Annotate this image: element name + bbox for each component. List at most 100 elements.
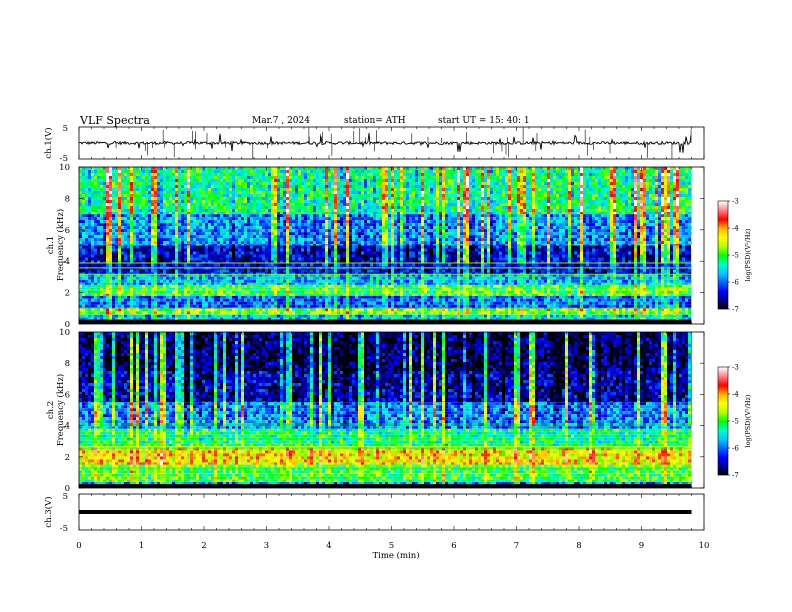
spectrogram-cell [556,308,559,312]
spectrogram-cell [328,276,331,280]
spectrogram-cell [676,298,679,302]
spectrogram-cell [391,245,394,249]
spectrogram-cell [190,245,193,249]
spectrogram-cell [241,311,244,315]
spectrogram-cell [202,311,205,315]
spectrogram-cell [646,317,649,320]
spectrogram-cell [583,295,586,299]
spectrogram-cell [532,248,535,252]
spectrogram-cell [685,311,688,315]
spectrogram-cell [601,273,604,277]
spectrogram-cell [292,314,295,318]
spectrogram-cell [247,282,250,285]
spectrogram-cell [544,284,547,288]
spectrogram-cell [295,295,298,299]
spectrogram-cell [196,248,199,252]
spectrogram-cell [79,311,82,315]
spectrogram-cell [439,301,442,305]
spectrogram-cell [484,301,487,305]
spectrogram-cell [100,284,103,288]
spectrogram-cell [541,295,544,299]
spectrogram-cell [124,314,127,318]
spectrogram-cell [562,304,565,308]
spectrogram-cell [235,273,238,277]
spectrogram-cell [256,317,259,320]
spectrogram-cell [190,307,193,309]
spectrogram-cell [448,314,451,318]
spectrogram-cell [346,248,349,252]
spectrogram-cell [175,279,178,283]
spectrogram-cell [340,248,343,252]
spectrogram-cell [142,311,145,315]
spectrogram-cell [361,251,364,255]
spectrogram-cell [298,282,301,285]
spectrogram-cell [535,311,538,315]
spectrogram-cell [175,307,178,309]
spectrogram-cell [505,295,508,299]
spectrogram-cell [100,279,103,283]
spectrogram-cell [112,295,115,299]
spectrogram-cell [172,287,175,291]
spectrogram-cell [454,279,457,283]
spectrogram-cell [631,282,634,285]
spectrogram-cell [655,307,658,309]
spectrogram-cell [688,284,691,288]
spectrogram-cell [556,311,559,315]
spectrogram-cell [451,273,454,277]
spectrogram-cell [274,245,277,249]
spectrogram-cell [547,317,550,320]
spectrogram-cell [448,317,451,320]
spectrogram-cell [82,290,85,294]
spectrogram-cell [520,287,523,291]
spectrogram-cell [427,317,430,320]
spectrogram-cell [175,311,178,315]
spectrogram-cell [238,293,241,296]
spectrogram-cell [220,279,223,283]
spectrogram-cell [502,298,505,302]
spectrogram-cell [670,317,673,320]
spectrogram-cell [625,304,628,308]
spectrogram-cell [223,301,226,305]
spectrogram-cell [556,276,559,280]
spectrogram-cell [106,314,109,318]
spectrogram-cell [91,245,94,249]
spectrogram-cell [520,245,523,249]
spectrogram-cell [235,301,238,305]
spectrogram-cell [259,314,262,318]
spectrogram-cell [604,282,607,285]
spectrogram-cell [328,304,331,308]
spectrogram-cell [418,314,421,318]
spectrogram-cell [334,284,337,288]
spectrogram-cell [199,276,202,280]
spectrogram-cell [196,311,199,315]
spectrogram-cell [619,308,622,312]
spectrogram-cell [547,245,550,249]
spectrogram-cell [205,287,208,291]
spectrogram-cell [385,317,388,320]
spectrogram-cell [412,245,415,249]
spectrogram-cell [367,290,370,294]
spectrogram-cell [661,276,664,280]
spectrogram-cell [79,307,82,309]
spectrogram-cell [505,298,508,302]
spectrogram-cell [355,308,358,312]
spectrogram-cell [655,282,658,285]
spectrogram-cell [325,298,328,302]
spectrogram-cell [412,314,415,318]
spectrogram-cell [496,245,499,249]
spectrogram-cell [124,290,127,294]
spectrogram-cell [130,245,133,249]
spectrogram-cell [553,282,556,285]
spectrogram-cell [175,276,178,280]
spectrogram-cell [298,295,301,299]
spectrogram-cell [529,304,532,308]
spectrogram-cell [154,287,157,291]
spectrogram-cell [112,248,115,252]
spectrogram-cell [517,251,520,255]
spectrogram-cell [337,307,340,309]
spectrogram-cell [469,314,472,318]
spectrogram-cell [445,290,448,294]
spectrogram-cell [568,273,571,277]
spectrogram-cell [301,251,304,255]
spectrogram-cell [691,295,692,299]
